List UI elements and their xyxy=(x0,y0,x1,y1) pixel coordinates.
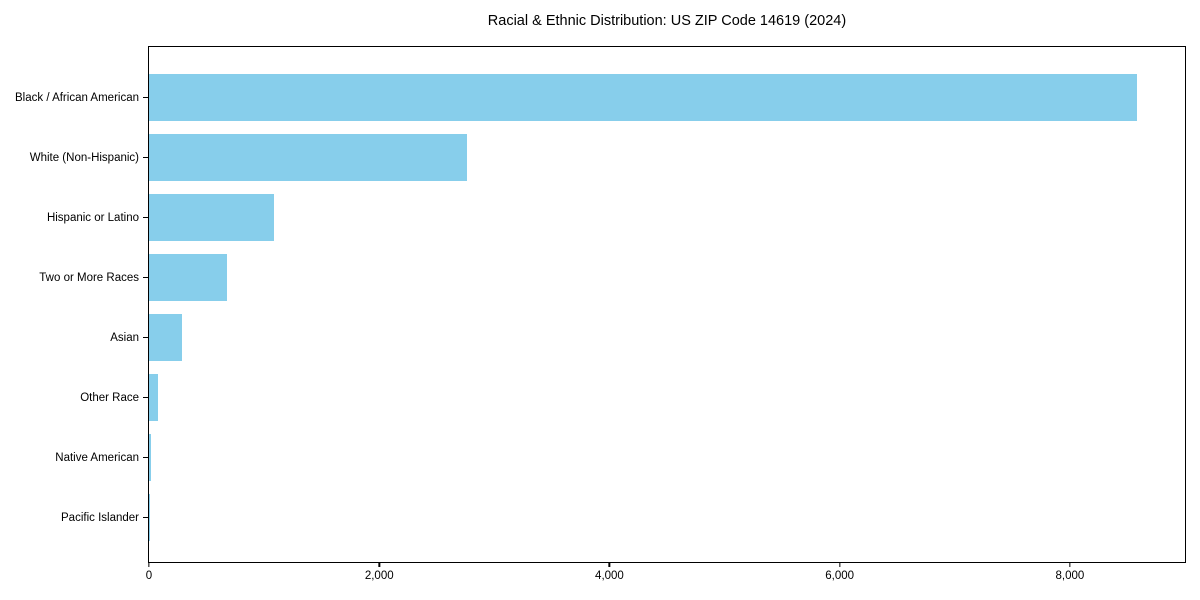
y-tick-mark xyxy=(143,157,148,159)
x-tick-label: 6,000 xyxy=(825,570,855,582)
x-tick-label: 2,000 xyxy=(364,570,394,582)
y-tick-label: Other Race xyxy=(80,392,139,404)
y-tick-label: Black / African American xyxy=(15,92,139,104)
bar xyxy=(149,194,274,241)
bar xyxy=(149,434,151,481)
bar xyxy=(149,134,467,181)
bar xyxy=(149,254,227,301)
y-tick-label: Pacific Islander xyxy=(61,512,139,524)
x-tick-label: 4,000 xyxy=(595,570,624,582)
bar-row: Other Race xyxy=(80,368,1185,428)
bar-row: Native American xyxy=(55,428,1185,488)
bar xyxy=(149,314,182,361)
y-tick-mark xyxy=(143,457,148,459)
y-tick-mark xyxy=(143,217,148,219)
plot-area: Black / African American White (Non-Hispa… xyxy=(15,46,1186,582)
bar-row: Black / African American xyxy=(15,68,1185,128)
y-tick-label: Hispanic or Latino xyxy=(46,212,139,224)
bar-row: White (Non-Hispanic) xyxy=(30,128,1185,188)
bar-row: Asian xyxy=(110,308,1185,368)
y-tick-label: Two or More Races xyxy=(39,272,139,284)
chart-title: Racial & Ethnic Distribution: US ZIP Cod… xyxy=(487,13,847,29)
x-tick-mark xyxy=(148,562,150,567)
y-tick-mark xyxy=(143,337,148,339)
y-tick-mark xyxy=(143,97,148,99)
x-tick-label: 0 xyxy=(145,570,153,582)
y-tick-label: Asian xyxy=(110,332,139,344)
x-tick-label: 8,000 xyxy=(1055,570,1085,582)
bar-row: Pacific Islander xyxy=(61,488,1185,548)
y-tick-mark xyxy=(143,277,148,279)
bar-row: Two or More Races xyxy=(39,248,1185,308)
x-tick-mark xyxy=(1069,562,1071,567)
y-tick-label: Native American xyxy=(55,452,139,464)
bar xyxy=(149,494,150,541)
y-tick-mark xyxy=(143,517,148,519)
x-tick-mark xyxy=(839,562,841,567)
x-tick-mark xyxy=(378,562,380,567)
y-tick-mark xyxy=(143,397,148,399)
bar xyxy=(149,74,1137,121)
bar xyxy=(149,374,159,421)
x-tick-mark xyxy=(608,562,611,567)
y-tick-label: White (Non-Hispanic) xyxy=(29,152,139,164)
bar-row: Hispanic or Latino xyxy=(47,188,1185,248)
bars-area: Black / African American White (Non-Hispa… xyxy=(15,47,1185,562)
